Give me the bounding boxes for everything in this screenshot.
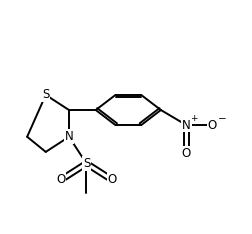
Text: S: S xyxy=(83,157,90,170)
Text: O: O xyxy=(182,146,191,160)
Text: −: − xyxy=(218,114,227,124)
Text: N: N xyxy=(182,119,191,132)
Text: +: + xyxy=(190,114,197,123)
Text: N: N xyxy=(65,130,73,143)
Text: S: S xyxy=(42,88,49,101)
Text: O: O xyxy=(107,173,117,186)
Text: O: O xyxy=(207,119,217,132)
Text: O: O xyxy=(56,173,66,186)
